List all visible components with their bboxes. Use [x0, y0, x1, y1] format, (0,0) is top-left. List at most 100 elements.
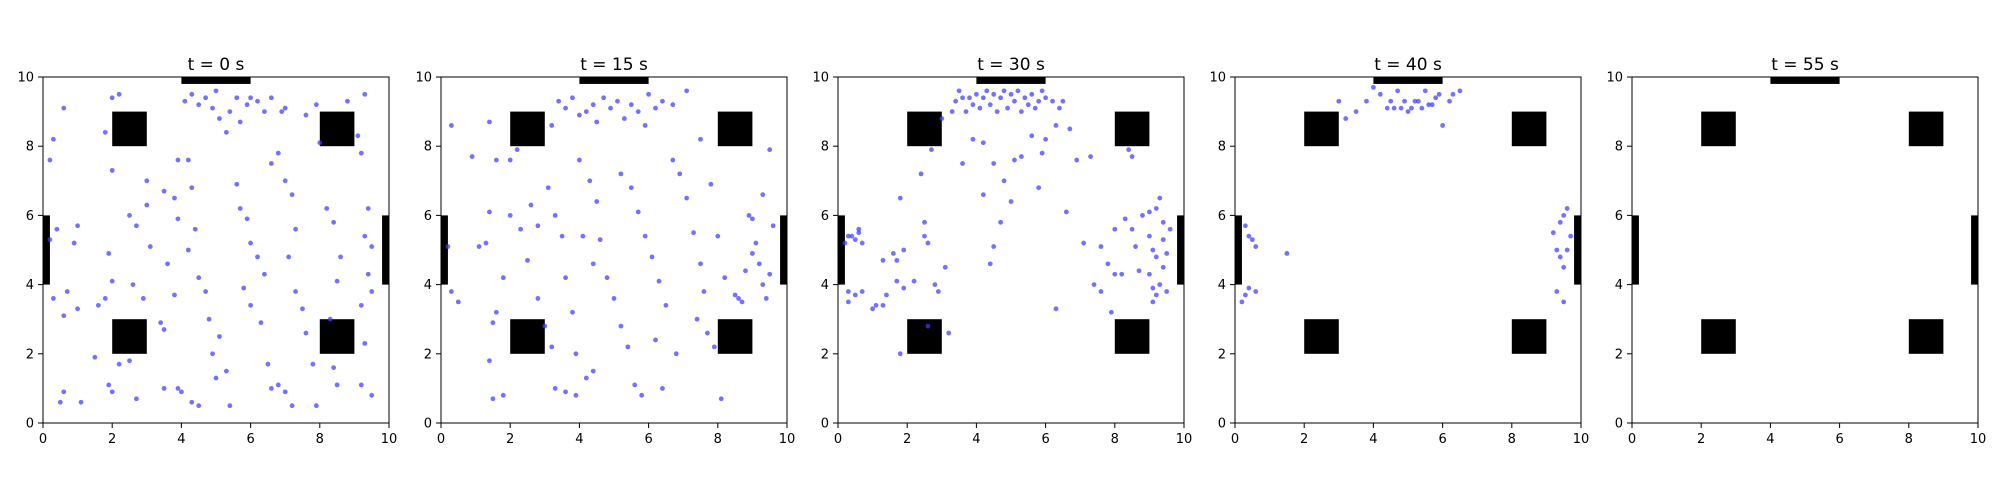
data-point: [255, 98, 260, 104]
data-point: [1457, 88, 1463, 94]
y-tick-label: 10: [415, 71, 432, 86]
obstacle: [112, 111, 147, 147]
data-point: [334, 382, 340, 388]
data-point: [469, 154, 475, 159]
data-point: [1122, 216, 1128, 222]
data-point: [102, 129, 108, 135]
data-point: [1440, 123, 1445, 128]
data-point: [64, 289, 70, 294]
data-point: [767, 147, 773, 153]
data-point: [127, 213, 132, 218]
x-tick-label: 6: [246, 432, 254, 447]
x-tick-label: 10: [1970, 432, 1987, 447]
data-point: [604, 275, 610, 281]
data-point: [1005, 105, 1010, 111]
data-point: [1039, 88, 1045, 94]
data-point: [102, 296, 108, 301]
data-point: [980, 140, 986, 146]
x-tick-label: 8: [1508, 432, 1516, 447]
data-point: [1388, 98, 1394, 104]
data-point: [880, 257, 886, 263]
data-point: [1112, 271, 1118, 277]
data-point: [935, 289, 941, 294]
x-tick-label: 10: [779, 432, 796, 447]
data-point: [47, 237, 53, 243]
data-point: [455, 299, 461, 305]
obstacle: [780, 215, 787, 285]
data-point: [331, 365, 337, 371]
obstacle: [1373, 77, 1443, 84]
data-point: [165, 261, 170, 267]
x-tick-label: 4: [575, 432, 583, 447]
data-point: [1242, 223, 1248, 229]
data-point: [535, 296, 541, 301]
data-point: [767, 271, 773, 277]
data-point: [172, 292, 177, 298]
obstacle: [1511, 319, 1547, 354]
obstacle: [1304, 319, 1339, 354]
data-point: [1008, 199, 1014, 204]
data-point: [327, 316, 333, 322]
data-point: [1353, 109, 1359, 114]
data-point: [61, 389, 67, 395]
data-point: [75, 223, 80, 229]
data-point: [369, 244, 375, 249]
panel-3: 0 2 4 6 8 10 0 2 4 6 8 10 t = 40 s: [1209, 55, 1589, 447]
data-point: [313, 403, 319, 409]
data-point: [144, 178, 150, 184]
data-point: [653, 105, 658, 111]
axes-frame: [42, 76, 390, 424]
data-point: [525, 257, 530, 263]
data-point: [1426, 102, 1432, 108]
data-point: [365, 206, 371, 211]
data-point: [1053, 306, 1059, 312]
y-tick-label: 2: [424, 347, 432, 362]
data-point: [1422, 88, 1428, 94]
data-point: [590, 261, 596, 267]
data-point: [161, 188, 167, 194]
data-point: [1239, 299, 1245, 305]
data-point: [265, 361, 271, 367]
data-point: [570, 309, 575, 315]
data-point: [1036, 98, 1042, 104]
y-tick-label: 10: [812, 71, 829, 86]
panel-1: 0 2 4 6 8 10 0 2 4 6 8 10 t = 15 s: [415, 55, 795, 447]
data-point: [92, 354, 98, 360]
data-point: [646, 91, 651, 97]
data-point: [282, 389, 288, 395]
data-point: [47, 157, 53, 163]
data-point: [448, 123, 454, 128]
data-point: [192, 226, 198, 232]
data-point: [1409, 105, 1414, 111]
data-point: [1398, 105, 1404, 111]
y-tick-label: 0: [1218, 417, 1226, 432]
data-point: [563, 389, 568, 395]
data-point: [852, 237, 858, 243]
obstacle: [838, 215, 845, 285]
data-point: [255, 254, 260, 260]
data-point: [597, 237, 603, 243]
data-point: [248, 95, 254, 101]
y-tick-label: 8: [1615, 140, 1623, 155]
axes-frame: [837, 76, 1185, 424]
data-point: [1018, 154, 1024, 159]
data-point: [750, 251, 755, 256]
obstacle: [1971, 215, 1978, 285]
y-tick-label: 10: [1606, 71, 1623, 86]
data-point: [237, 206, 243, 211]
x-tick-label: 0: [437, 432, 445, 447]
y-tick-label: 2: [1218, 347, 1226, 362]
panel-title: t = 15 s: [580, 55, 648, 75]
data-point: [182, 98, 188, 104]
y-tick-label: 0: [424, 417, 432, 432]
data-point: [172, 195, 177, 201]
x-tick-label: 10: [1176, 432, 1193, 447]
data-point: [179, 389, 184, 395]
data-point: [642, 233, 648, 239]
x-tick-label: 4: [972, 432, 980, 447]
panel-title: t = 40 s: [1374, 55, 1442, 75]
data-point: [248, 302, 254, 308]
y-tick-label: 6: [26, 209, 34, 224]
data-point: [1105, 261, 1111, 267]
data-point: [365, 271, 371, 277]
